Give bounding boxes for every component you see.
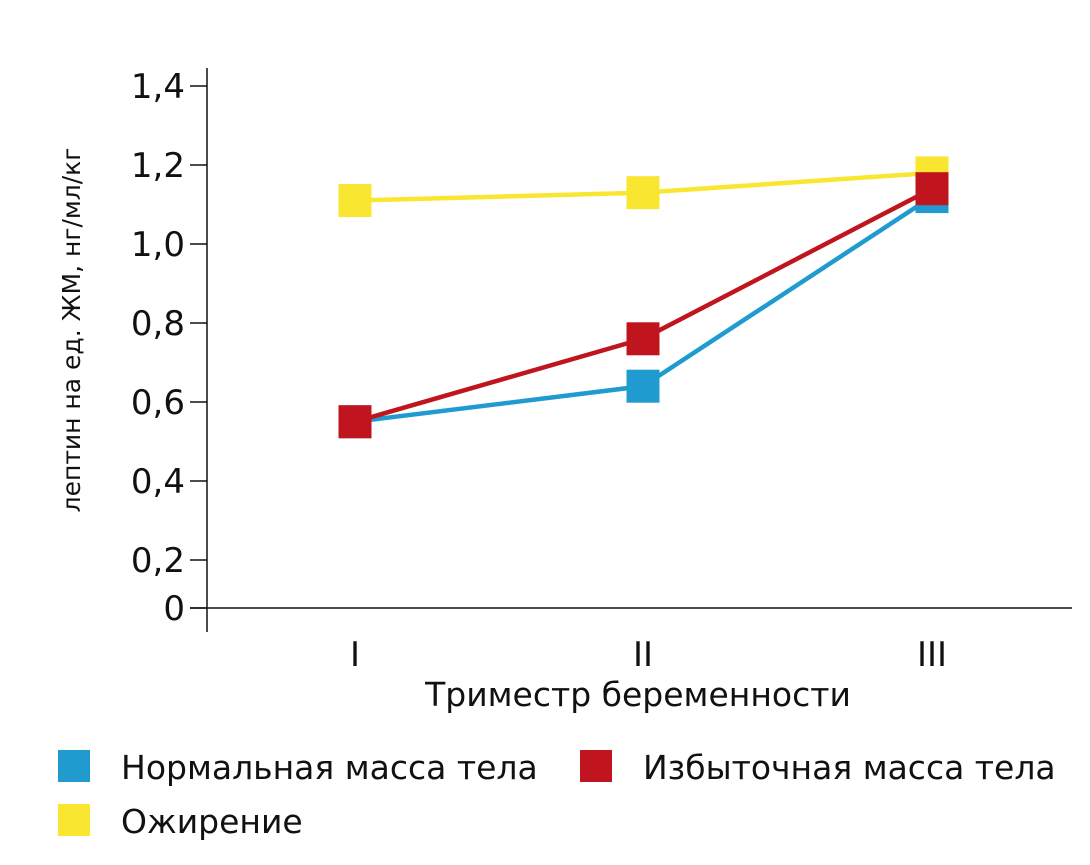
legend-label: Избыточная масса тела (643, 748, 1056, 787)
legend-item: Избыточная масса тела (580, 748, 1056, 787)
legend-label: Нормальная масса тела (121, 748, 538, 787)
series-2 (338, 172, 949, 439)
legend-label: Ожирение (121, 802, 303, 841)
y-tick-label: 1,4 (131, 67, 185, 107)
y-tick-label: 0,6 (131, 383, 185, 423)
y-tick-label: 0,4 (131, 462, 185, 502)
data-point-marker (626, 176, 660, 210)
legend-swatch (58, 804, 90, 836)
data-point-marker (626, 322, 660, 356)
axes: 00,20,40,60,81,01,21,4I II III (131, 67, 1072, 675)
x-axis-label: Триместр беременности (424, 675, 851, 714)
data-point-marker (915, 172, 949, 206)
legend: Нормальная масса тела Избыточная масса те… (58, 748, 1056, 841)
data-point-marker (338, 184, 372, 218)
data-point-marker (626, 369, 660, 403)
y-tick-label: 0 (163, 589, 185, 629)
legend-item: Нормальная масса тела (58, 748, 538, 787)
y-tick-label: 1,2 (131, 146, 185, 186)
legend-swatch (58, 750, 90, 782)
y-axis-label: лептин на ед. ЖМ, нг/мл/кг (57, 148, 86, 513)
legend-swatch (580, 750, 612, 782)
x-tick-label: III (917, 635, 947, 675)
series-group (338, 156, 949, 439)
data-point-marker (338, 405, 372, 439)
y-tick-label: 1,0 (131, 225, 185, 265)
series-0 (338, 156, 949, 218)
y-tick-label: 0,2 (131, 541, 185, 581)
x-tick-label: II (633, 635, 653, 675)
x-tick-label: I (350, 635, 360, 675)
legend-item: Ожирение (58, 802, 303, 841)
y-tick-label: 0,8 (131, 304, 185, 344)
